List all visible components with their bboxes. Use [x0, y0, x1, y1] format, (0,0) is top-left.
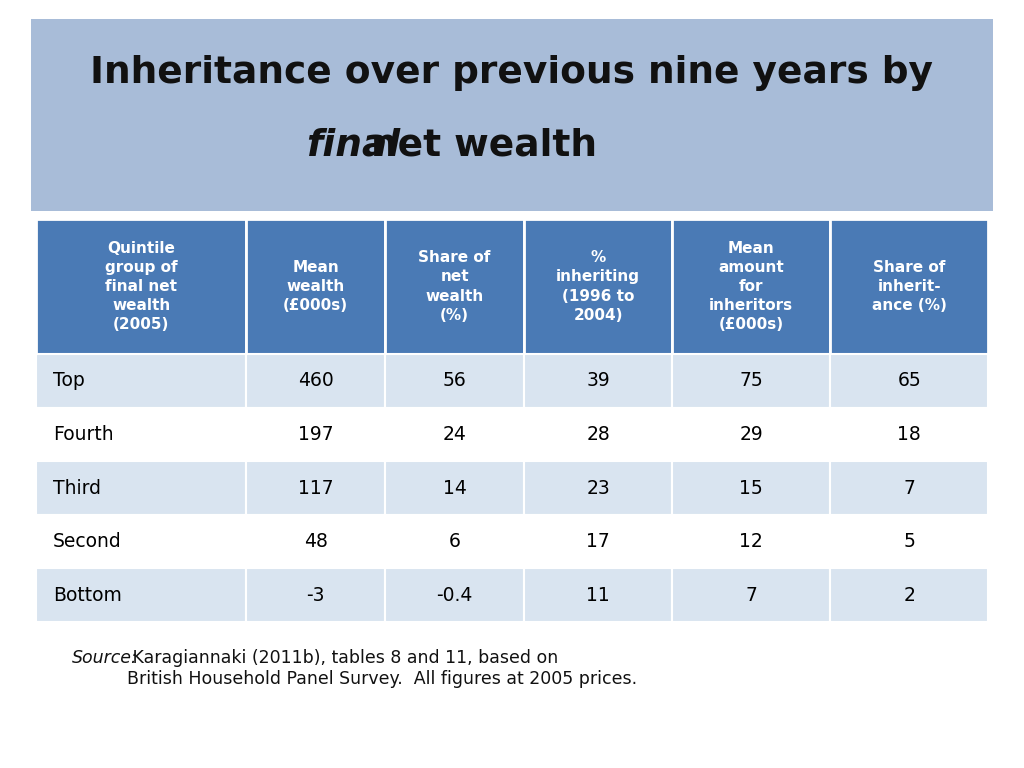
Bar — [385, 462, 524, 515]
Bar — [36, 462, 247, 515]
Text: Mean
wealth
(£000s): Mean wealth (£000s) — [284, 260, 348, 313]
Text: -0.4: -0.4 — [436, 586, 473, 604]
Bar — [247, 462, 385, 515]
Text: %
inheriting
(1996 to
2004): % inheriting (1996 to 2004) — [556, 250, 640, 323]
Text: 14: 14 — [442, 478, 467, 498]
Bar — [673, 219, 830, 354]
Text: Quintile
group of
final net
wealth
(2005): Quintile group of final net wealth (2005… — [104, 240, 177, 333]
Bar — [247, 219, 385, 354]
Bar — [524, 219, 673, 354]
Bar — [830, 354, 988, 408]
Text: net wealth: net wealth — [358, 128, 597, 164]
Bar — [524, 515, 673, 568]
Text: 117: 117 — [298, 478, 334, 498]
Bar — [830, 568, 988, 622]
Text: Bottom: Bottom — [53, 586, 122, 604]
Text: 7: 7 — [903, 478, 915, 498]
Text: Inheritance over previous nine years by: Inheritance over previous nine years by — [90, 55, 934, 91]
Text: Karagiannaki (2011b), tables 8 and 11, based on
British Household Panel Survey. : Karagiannaki (2011b), tables 8 and 11, b… — [127, 649, 637, 688]
Bar — [673, 568, 830, 622]
Bar — [385, 354, 524, 408]
Text: 56: 56 — [442, 371, 467, 390]
Bar — [36, 568, 247, 622]
Text: Source:: Source: — [72, 649, 137, 667]
Bar — [247, 354, 385, 408]
Bar — [247, 408, 385, 462]
Text: 28: 28 — [587, 425, 610, 444]
Text: 5: 5 — [903, 532, 915, 551]
Bar — [247, 568, 385, 622]
Text: 75: 75 — [739, 371, 763, 390]
Text: 39: 39 — [587, 371, 610, 390]
Bar — [36, 219, 247, 354]
Text: 11: 11 — [587, 586, 610, 604]
Bar — [673, 515, 830, 568]
Text: 460: 460 — [298, 371, 334, 390]
Text: final: final — [306, 128, 400, 164]
Bar — [524, 568, 673, 622]
Bar — [36, 408, 247, 462]
Text: 2: 2 — [903, 586, 915, 604]
Bar — [247, 515, 385, 568]
Bar — [673, 354, 830, 408]
Bar — [385, 568, 524, 622]
Text: Third: Third — [53, 478, 101, 498]
Text: 24: 24 — [442, 425, 467, 444]
Text: Share of
inherit-
ance (%): Share of inherit- ance (%) — [871, 260, 946, 313]
Text: 65: 65 — [897, 371, 921, 390]
Text: 29: 29 — [739, 425, 763, 444]
Bar — [36, 515, 247, 568]
Bar — [524, 408, 673, 462]
Text: Share of
net
wealth
(%): Share of net wealth (%) — [419, 250, 490, 323]
Bar — [524, 354, 673, 408]
Text: 12: 12 — [739, 532, 763, 551]
Text: Fourth: Fourth — [53, 425, 114, 444]
Bar — [830, 408, 988, 462]
Bar — [673, 408, 830, 462]
Text: 15: 15 — [739, 478, 763, 498]
Bar — [36, 354, 247, 408]
Text: 48: 48 — [304, 532, 328, 551]
Bar — [385, 408, 524, 462]
Text: -3: -3 — [306, 586, 325, 604]
Bar — [830, 462, 988, 515]
Bar — [673, 462, 830, 515]
Text: Second: Second — [53, 532, 122, 551]
Text: 17: 17 — [587, 532, 610, 551]
Bar — [524, 462, 673, 515]
Bar — [830, 219, 988, 354]
Bar — [385, 515, 524, 568]
Bar — [385, 219, 524, 354]
Text: Mean
amount
for
inheritors
(£000s): Mean amount for inheritors (£000s) — [710, 240, 794, 333]
Text: 197: 197 — [298, 425, 334, 444]
Text: 23: 23 — [587, 478, 610, 498]
Text: 6: 6 — [449, 532, 461, 551]
Text: 18: 18 — [897, 425, 921, 444]
Text: Top: Top — [53, 371, 85, 390]
Bar — [830, 515, 988, 568]
Text: 7: 7 — [745, 586, 757, 604]
